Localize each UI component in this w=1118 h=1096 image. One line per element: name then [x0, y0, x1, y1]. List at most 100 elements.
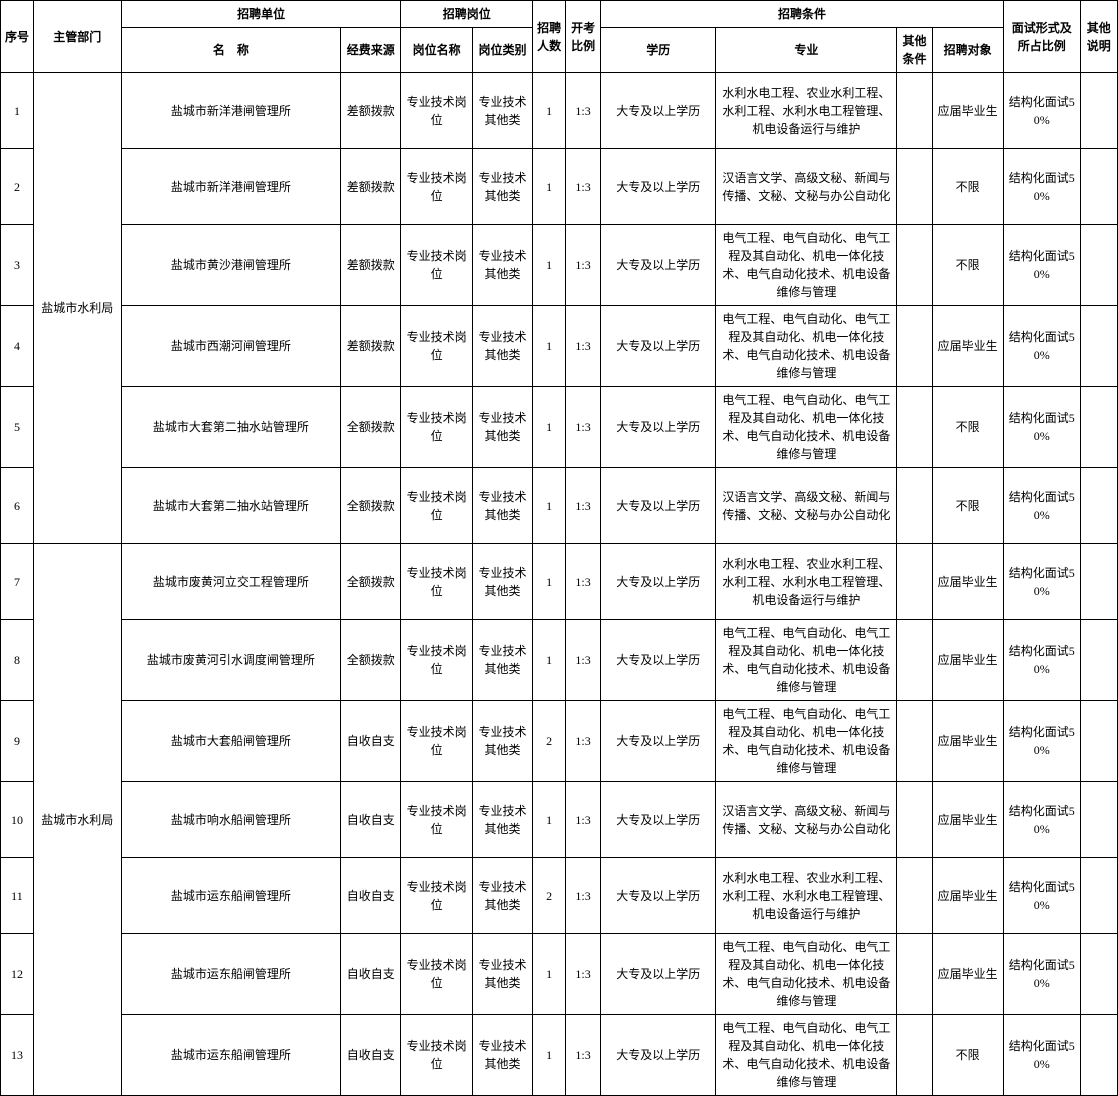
cell-edu: 大专及以上学历 — [601, 782, 716, 858]
cell-ratio: 1:3 — [566, 73, 601, 149]
cell-major: 水利水电工程、农业水利工程、水利工程、水利水电工程管理、机电设备运行与维护 — [716, 544, 897, 620]
table-row: 13盐城市运东船闸管理所自收自支专业技术岗位专业技术其他类11:3大专及以上学历… — [1, 1015, 1118, 1096]
cell-major: 电气工程、电气自动化、电气工程及其自动化、机电一体化技术、电气自动化技术、机电设… — [716, 620, 897, 701]
cell-target: 应届毕业生 — [932, 73, 1003, 149]
cell-note — [1080, 934, 1117, 1015]
cell-major: 水利水电工程、农业水利工程、水利工程、水利水电工程管理、机电设备运行与维护 — [716, 858, 897, 934]
cell-ratio: 1:3 — [566, 858, 601, 934]
cell-pos: 专业技术岗位 — [401, 934, 472, 1015]
cell-num: 2 — [533, 701, 566, 782]
table-row: 12盐城市运东船闸管理所自收自支专业技术岗位专业技术其他类11:3大专及以上学历… — [1, 934, 1118, 1015]
th-dept: 主管部门 — [33, 1, 121, 73]
cell-inter: 结构化面试50% — [1003, 306, 1080, 387]
cell-edu: 大专及以上学历 — [601, 701, 716, 782]
cell-unit: 盐城市废黄河引水调度闸管理所 — [121, 620, 340, 701]
cell-edu: 大专及以上学历 — [601, 620, 716, 701]
cell-fund: 全额拨款 — [341, 544, 401, 620]
cell-target: 应届毕业生 — [932, 544, 1003, 620]
cell-ratio: 1:3 — [566, 387, 601, 468]
cell-note — [1080, 73, 1117, 149]
cell-num: 1 — [533, 1015, 566, 1096]
cell-fund: 差额拨款 — [341, 73, 401, 149]
cell-fund: 自收自支 — [341, 782, 401, 858]
cell-pos: 专业技术岗位 — [401, 225, 472, 306]
cell-edu: 大专及以上学历 — [601, 858, 716, 934]
cell-ptype: 专业技术其他类 — [472, 782, 532, 858]
cell-note — [1080, 620, 1117, 701]
cell-ptype: 专业技术其他类 — [472, 468, 532, 544]
cell-seq: 8 — [1, 620, 34, 701]
cell-note — [1080, 468, 1117, 544]
cell-fund: 差额拨款 — [341, 306, 401, 387]
cell-pos: 专业技术岗位 — [401, 1015, 472, 1096]
cell-num: 1 — [533, 387, 566, 468]
cell-target: 不限 — [932, 225, 1003, 306]
cell-pos: 专业技术岗位 — [401, 620, 472, 701]
cell-num: 1 — [533, 620, 566, 701]
cell-target: 不限 — [932, 468, 1003, 544]
cell-edu: 大专及以上学历 — [601, 73, 716, 149]
cell-unit: 盐城市新洋港闸管理所 — [121, 73, 340, 149]
cell-other — [897, 225, 932, 306]
cell-inter: 结构化面试50% — [1003, 387, 1080, 468]
cell-fund: 差额拨款 — [341, 149, 401, 225]
cell-seq: 11 — [1, 858, 34, 934]
cell-unit: 盐城市大套第二抽水站管理所 — [121, 468, 340, 544]
cell-dept: 盐城市水利局 — [33, 73, 121, 544]
table-row: 10盐城市响水船闸管理所自收自支专业技术岗位专业技术其他类11:3大专及以上学历… — [1, 782, 1118, 858]
table-row: 4盐城市西潮河闸管理所差额拨款专业技术岗位专业技术其他类11:3大专及以上学历电… — [1, 306, 1118, 387]
th-ratio: 开考比例 — [566, 1, 601, 73]
cell-unit: 盐城市废黄河立交工程管理所 — [121, 544, 340, 620]
cell-num: 1 — [533, 934, 566, 1015]
cell-inter: 结构化面试50% — [1003, 934, 1080, 1015]
cell-pos: 专业技术岗位 — [401, 782, 472, 858]
cell-major: 电气工程、电气自动化、电气工程及其自动化、机电一体化技术、电气自动化技术、机电设… — [716, 225, 897, 306]
cell-unit: 盐城市黄沙港闸管理所 — [121, 225, 340, 306]
cell-note — [1080, 149, 1117, 225]
cell-ptype: 专业技术其他类 — [472, 934, 532, 1015]
table-row: 11盐城市运东船闸管理所自收自支专业技术岗位专业技术其他类21:3大专及以上学历… — [1, 858, 1118, 934]
cell-seq: 4 — [1, 306, 34, 387]
cell-unit: 盐城市大套第二抽水站管理所 — [121, 387, 340, 468]
cell-edu: 大专及以上学历 — [601, 934, 716, 1015]
cell-ratio: 1:3 — [566, 934, 601, 1015]
cell-edu: 大专及以上学历 — [601, 544, 716, 620]
cell-target: 不限 — [932, 387, 1003, 468]
cell-edu: 大专及以上学历 — [601, 387, 716, 468]
cell-pos: 专业技术岗位 — [401, 701, 472, 782]
cell-major: 电气工程、电气自动化、电气工程及其自动化、机电一体化技术、电气自动化技术、机电设… — [716, 387, 897, 468]
cell-ptype: 专业技术其他类 — [472, 73, 532, 149]
cell-ptype: 专业技术其他类 — [472, 149, 532, 225]
cell-ratio: 1:3 — [566, 544, 601, 620]
cell-inter: 结构化面试50% — [1003, 149, 1080, 225]
cell-edu: 大专及以上学历 — [601, 468, 716, 544]
cell-seq: 2 — [1, 149, 34, 225]
cell-note — [1080, 387, 1117, 468]
th-major: 专业 — [716, 28, 897, 73]
cell-ratio: 1:3 — [566, 782, 601, 858]
cell-fund: 全额拨款 — [341, 387, 401, 468]
cell-unit: 盐城市响水船闸管理所 — [121, 782, 340, 858]
cell-seq: 10 — [1, 782, 34, 858]
cell-seq: 5 — [1, 387, 34, 468]
cell-ptype: 专业技术其他类 — [472, 620, 532, 701]
cell-seq: 12 — [1, 934, 34, 1015]
cell-num: 1 — [533, 225, 566, 306]
cell-ptype: 专业技术其他类 — [472, 544, 532, 620]
th-pos-group: 招聘岗位 — [401, 1, 533, 28]
cell-ratio: 1:3 — [566, 620, 601, 701]
cell-edu: 大专及以上学历 — [601, 149, 716, 225]
cell-unit: 盐城市新洋港闸管理所 — [121, 149, 340, 225]
cell-num: 1 — [533, 149, 566, 225]
cell-other — [897, 782, 932, 858]
cell-target: 应届毕业生 — [932, 620, 1003, 701]
cell-inter: 结构化面试50% — [1003, 620, 1080, 701]
cell-dept: 盐城市水利局 — [33, 544, 121, 1096]
cell-ratio: 1:3 — [566, 701, 601, 782]
cell-other — [897, 73, 932, 149]
cell-note — [1080, 858, 1117, 934]
cell-fund: 全额拨款 — [341, 620, 401, 701]
cell-other — [897, 701, 932, 782]
cell-fund: 差额拨款 — [341, 225, 401, 306]
th-pos-type: 岗位类别 — [472, 28, 532, 73]
